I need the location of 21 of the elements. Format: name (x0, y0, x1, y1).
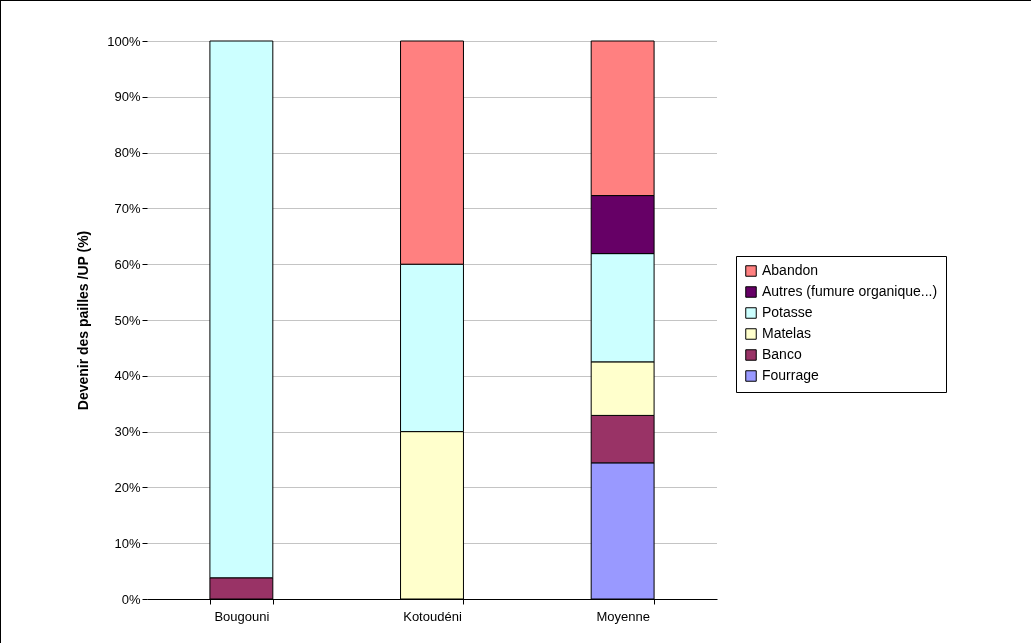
y-tick-label: 20% (114, 479, 141, 495)
legend-label: Fourrage (762, 367, 820, 383)
legend-label: Autres (fumure organique...) (762, 283, 938, 299)
y-axis-title: Devenir des pailles /UP (%) (75, 230, 92, 411)
y-tick-label: 70% (114, 200, 141, 216)
legend-label: Abandon (762, 262, 819, 278)
x-tick-label: Kotoudéni (403, 608, 462, 624)
y-tick-label: 50% (114, 312, 141, 328)
y-tick-label: 90% (114, 89, 141, 105)
legend-label: Banco (762, 346, 802, 362)
y-tick-label: 100% (107, 33, 141, 49)
x-tick-label: Moyenne (596, 608, 650, 624)
y-tick-label: 60% (114, 256, 141, 272)
y-tick-label: 80% (114, 145, 141, 161)
y-tick-label: 40% (114, 368, 141, 384)
x-tick-label: Bougouni (214, 608, 270, 624)
y-tick-label: 0% (121, 591, 141, 607)
legend-label: Matelas (762, 325, 812, 341)
y-tick-label: 30% (114, 424, 141, 440)
legend-label: Potasse (762, 304, 813, 320)
y-tick-label: 10% (114, 535, 141, 551)
